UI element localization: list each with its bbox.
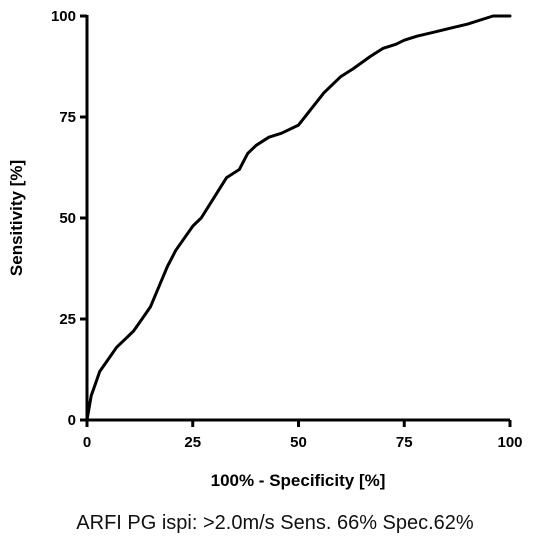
x-ticks: 0 25 50 75 100 (83, 420, 523, 451)
y-axis-title: Sensitivity [%] (7, 160, 26, 276)
y-ticks: 0 25 50 75 100 (51, 8, 87, 429)
x-tick-label: 0 (83, 434, 91, 451)
y-tick-label: 100 (51, 8, 76, 25)
y-tick-label: 25 (59, 311, 76, 328)
x-tick-label: 50 (290, 434, 307, 451)
y-tick-label: 75 (59, 109, 76, 126)
x-tick-label: 75 (396, 434, 413, 451)
x-tick-label: 25 (184, 434, 201, 451)
x-tick-label: 100 (497, 434, 522, 451)
y-tick-label: 0 (68, 412, 76, 429)
figure-caption: ARFI PG ispi: >2.0m/s Sens. 66% Spec.62% (76, 512, 474, 534)
roc-curve (85, 14, 512, 422)
roc-chart: 0 25 50 75 100 0 25 50 75 100 100% - Specificity… (7, 8, 523, 490)
y-tick-label: 50 (59, 210, 76, 227)
x-axis-title: 100% - Specificity [%] (211, 471, 386, 490)
